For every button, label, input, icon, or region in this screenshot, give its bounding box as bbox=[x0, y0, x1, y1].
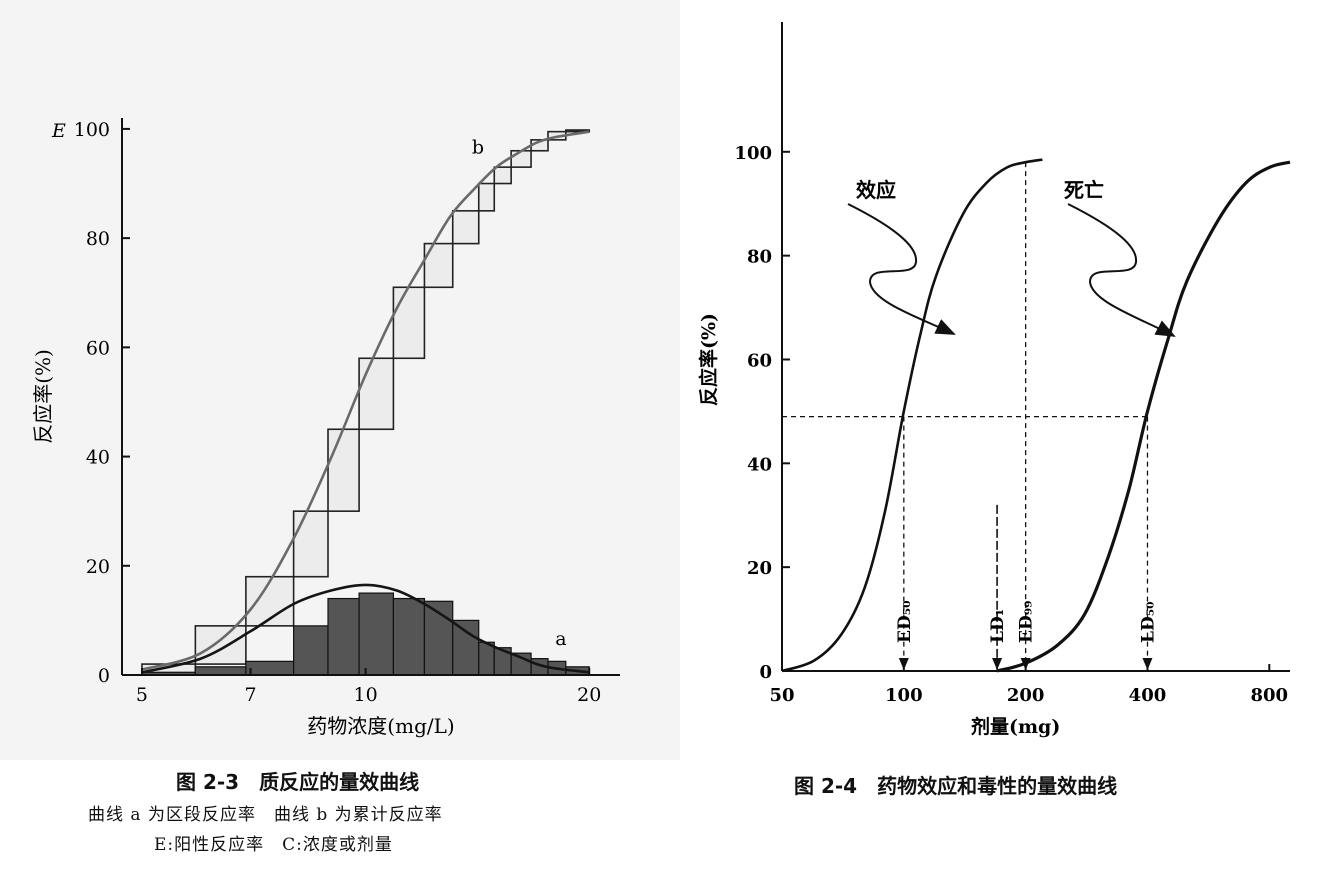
annotation-arrowhead bbox=[898, 658, 909, 670]
y-tick-label: 20 bbox=[86, 556, 110, 578]
effect-leader-arrow bbox=[847, 203, 956, 335]
y-tick-label: 100 bbox=[734, 143, 772, 164]
y-tick-label: 40 bbox=[86, 447, 110, 469]
x-tick-label: 20 bbox=[577, 684, 601, 706]
interval-bar bbox=[245, 660, 295, 676]
figure-2-3-caption-title: 图 2-3 质反应的量效曲线 bbox=[176, 770, 420, 794]
cumulative-step-bar bbox=[392, 286, 426, 360]
x-axis-label: 药物浓度(mg/L) bbox=[307, 714, 454, 738]
cumulative-step-bar bbox=[451, 210, 480, 245]
annotation-arrowhead bbox=[992, 658, 1003, 670]
x-tick-label: 7 bbox=[244, 684, 256, 706]
annotation-arrowhead bbox=[1020, 658, 1031, 670]
cumulative-step-bar bbox=[358, 357, 395, 431]
y-tick-label: 60 bbox=[86, 337, 110, 359]
y-tick-label: 0 bbox=[759, 662, 772, 683]
interval-bar bbox=[194, 666, 247, 676]
x-tick-label: 50 bbox=[769, 685, 794, 706]
y-axis-symbol: E bbox=[51, 120, 66, 142]
x-tick-label: 200 bbox=[1007, 685, 1045, 706]
annotation-label: LD₅₀ bbox=[1138, 601, 1158, 643]
cumulative-step-bar bbox=[292, 510, 329, 578]
x-axis-label: 剂量(mg) bbox=[971, 715, 1060, 738]
fitted-curve-b bbox=[141, 130, 590, 671]
cumulative-step-bar bbox=[477, 182, 496, 212]
interval-bar bbox=[293, 625, 329, 676]
figure-2-4-caption-title: 图 2-4 药物效应和毒性的量效曲线 bbox=[794, 774, 1118, 798]
annotation-arrowhead bbox=[1142, 658, 1153, 670]
y-tick-label: 20 bbox=[747, 558, 772, 579]
curve-label-b: b bbox=[472, 136, 484, 158]
figure-2-4-chart: 0 20 40 60 80 100 50 100 200 400 800 反应率(%) 剂量(mg) ED… bbox=[697, 22, 1291, 738]
y-tick-label: 100 bbox=[74, 119, 110, 141]
figure-2-3-caption-line: E:阳性反应率 C:浓度或剂量 bbox=[154, 835, 393, 855]
figure-2-3-chart: 0 20 40 60 80 100 5 7 10 20 E 反应率(%) 药物浓度(mg/L) b a bbox=[31, 118, 620, 738]
cumulative-step-bar bbox=[423, 242, 454, 289]
curve-label-death: 死亡 bbox=[1064, 178, 1104, 202]
annotation-label: LD₁ bbox=[988, 609, 1008, 643]
interval-bar bbox=[478, 641, 495, 676]
cumulative-step-bar bbox=[327, 428, 360, 512]
y-tick-label: 40 bbox=[747, 454, 772, 475]
figure-2-3-caption-line: 曲线 a 为区段反应率 曲线 b 为累计反应率 bbox=[88, 805, 443, 825]
x-tick-label: 10 bbox=[354, 684, 378, 706]
interval-bar bbox=[452, 619, 480, 676]
dose-response-curve-effect bbox=[781, 158, 1043, 673]
interval-bar bbox=[358, 592, 395, 676]
y-tick-label: 80 bbox=[86, 228, 110, 250]
x-tick-label: 400 bbox=[1129, 685, 1167, 706]
interval-bar bbox=[392, 597, 426, 676]
annotation-label: ED₅₀ bbox=[895, 600, 915, 643]
y-tick-label: 0 bbox=[98, 665, 110, 687]
cumulative-step-bar bbox=[510, 149, 532, 168]
x-tick-label: 5 bbox=[136, 684, 148, 706]
figure-2-4-panel: 0 20 40 60 80 100 50 100 200 400 800 反应率(%) 剂量(mg) ED… bbox=[690, 0, 1324, 760]
x-tick-label: 100 bbox=[885, 685, 923, 706]
death-leader-arrow bbox=[1067, 203, 1176, 337]
figure-2-3-panel: 0 20 40 60 80 100 5 7 10 20 E 反应率(%) 药物浓度(mg/L) b a bbox=[0, 0, 680, 760]
cumulative-step-bar bbox=[493, 166, 512, 185]
interval-bar bbox=[327, 597, 360, 676]
cumulative-step-bar bbox=[565, 129, 591, 133]
y-tick-label: 80 bbox=[747, 247, 772, 268]
y-axis-label: 反应率(%) bbox=[31, 349, 55, 444]
x-tick-label: 800 bbox=[1251, 685, 1289, 706]
y-tick-label: 60 bbox=[747, 350, 772, 371]
y-axis-label: 反应率(%) bbox=[697, 313, 720, 406]
curve-label-effect: 效应 bbox=[856, 178, 896, 202]
curve-label-a: a bbox=[555, 628, 566, 650]
annotation-label: ED₉₉ bbox=[1017, 600, 1037, 643]
fitted-curve-a bbox=[141, 583, 590, 674]
dose-response-curve-death bbox=[996, 160, 1291, 673]
